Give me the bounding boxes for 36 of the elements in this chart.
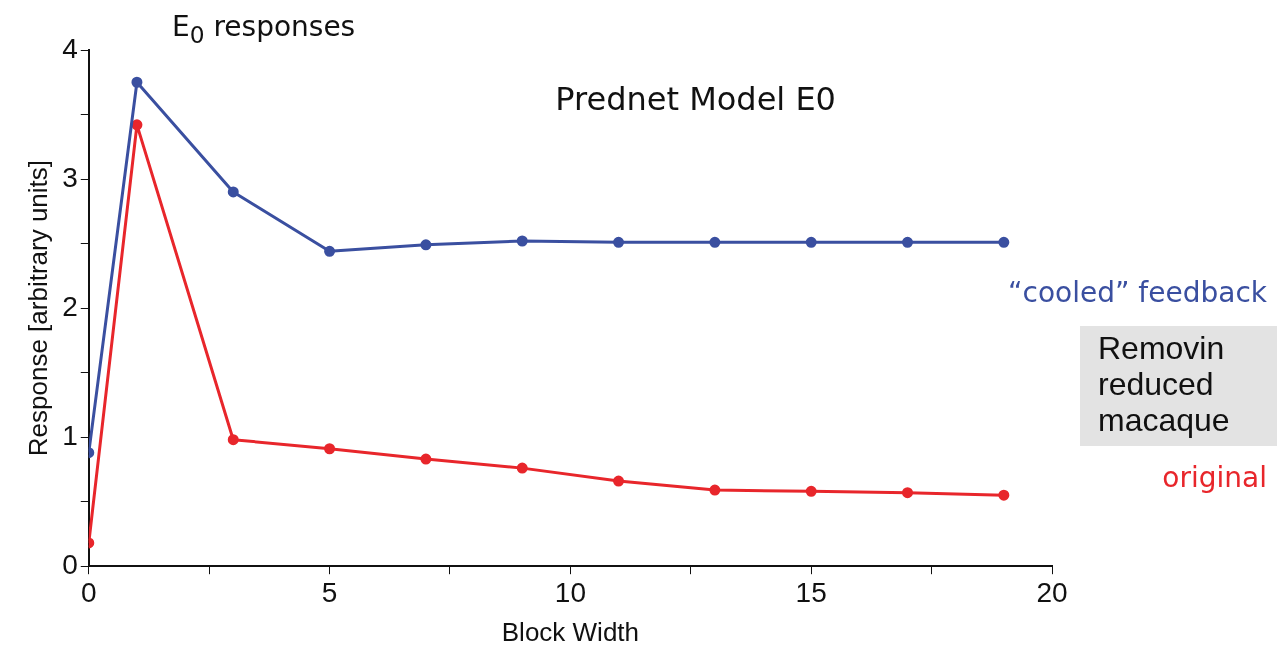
point — [131, 119, 143, 131]
y-tick-label: 4 — [62, 32, 78, 64]
text: Prednet Model E0 — [555, 80, 836, 118]
y-tick-label: 2 — [62, 290, 78, 322]
point — [613, 475, 625, 487]
y-axis-title: Response [arbitrary units] — [22, 159, 53, 457]
chart-subtitle: E$_{0}$ responses — [172, 10, 356, 49]
point — [324, 443, 336, 455]
point — [516, 235, 528, 247]
point — [902, 236, 914, 248]
point — [227, 186, 239, 198]
point — [420, 239, 432, 251]
point — [420, 453, 432, 465]
point — [998, 236, 1010, 248]
series-label: “cooled” feedback — [1008, 276, 1268, 310]
point — [805, 236, 817, 248]
point — [805, 485, 817, 497]
x-tick-label: 15 — [795, 576, 827, 608]
point — [227, 434, 239, 446]
y-tick-label: 1 — [62, 419, 78, 451]
x-tick-label: 20 — [1036, 576, 1068, 608]
point — [324, 245, 336, 257]
y-tick-label: 0 — [62, 548, 78, 580]
point — [709, 484, 721, 496]
x-tick-label: 10 — [554, 576, 586, 608]
point — [902, 487, 914, 499]
text: Removin reduced macaque — [1080, 326, 1277, 446]
x-tick-label: 5 — [321, 576, 338, 608]
point — [613, 236, 625, 248]
point — [516, 462, 528, 474]
point — [709, 236, 721, 248]
x-axis-title: Block Width — [501, 616, 640, 647]
point — [131, 76, 143, 88]
point — [998, 489, 1010, 501]
text: original — [1162, 461, 1267, 495]
y-tick-label: 3 — [62, 161, 78, 193]
